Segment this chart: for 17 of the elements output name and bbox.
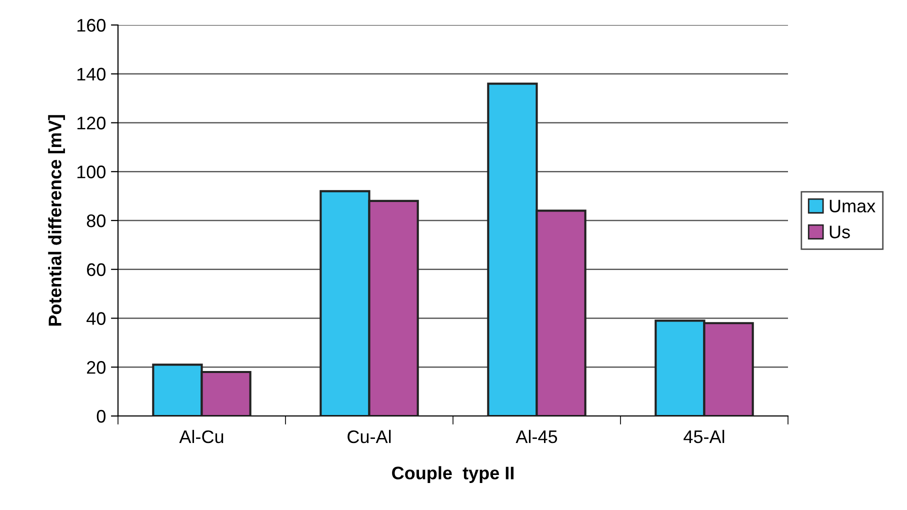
legend-label: Umax — [830, 200, 876, 212]
y-tick-label: 0 — [96, 410, 106, 423]
x-tick-label: Cu-Al — [348, 430, 391, 444]
y-tick-label: 140 — [77, 68, 106, 81]
y-tick-label: 120 — [77, 116, 106, 130]
x-tick-label: Al-45 — [516, 430, 558, 444]
y-axis-title: Potential difference [mV] — [48, 115, 65, 326]
y-tick-label: 20 — [87, 361, 106, 374]
y-tick-label: 100 — [77, 166, 106, 178]
y-tick-label: 80 — [86, 214, 106, 228]
legend-label: Us — [830, 226, 850, 238]
x-axis-title: Couple type II — [392, 466, 514, 483]
y-tick-label: 160 — [77, 18, 106, 32]
y-tick-label: 40 — [86, 312, 106, 325]
x-tick-label: 45-Al — [684, 430, 724, 444]
y-tick-label: 60 — [87, 263, 106, 276]
x-tick-label: Al-Cu — [179, 430, 224, 444]
